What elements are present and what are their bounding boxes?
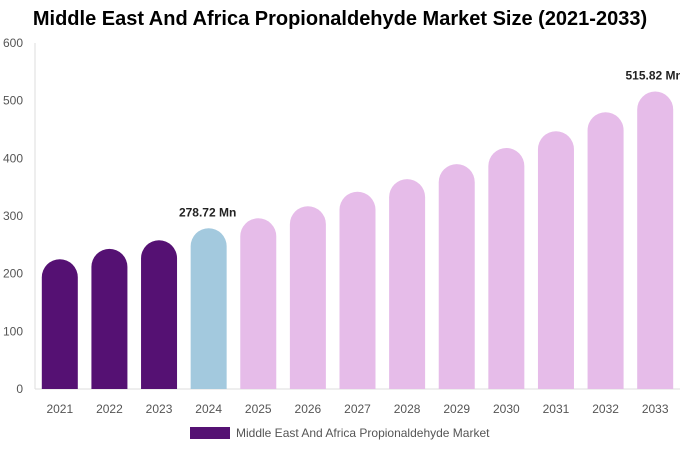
x-tick-label: 2031 — [543, 402, 570, 416]
bar-2029 — [438, 164, 475, 389]
x-tick-label: 2025 — [245, 402, 272, 416]
x-tick-label: 2032 — [592, 402, 619, 416]
x-tick-label: 2024 — [195, 402, 222, 416]
bar-2032 — [587, 112, 624, 389]
x-tick-label: 2029 — [443, 402, 470, 416]
legend-swatch — [190, 427, 230, 439]
y-tick-label: 300 — [3, 209, 23, 223]
data-label: 515.82 Mn — [626, 69, 680, 83]
bar-2033 — [637, 91, 674, 390]
y-tick-label: 400 — [3, 151, 23, 165]
x-tick-label: 2022 — [96, 402, 123, 416]
y-tick-label: 0 — [16, 382, 23, 396]
bar-2021 — [41, 259, 78, 389]
bar-2028 — [389, 179, 426, 389]
x-tick-label: 2028 — [394, 402, 421, 416]
data-label: 278.72 Mn — [179, 205, 236, 219]
y-tick-label: 100 — [3, 324, 23, 338]
x-tick-label: 2026 — [295, 402, 322, 416]
bar-2031 — [537, 131, 574, 390]
bar-2026 — [289, 206, 326, 389]
y-tick-label: 500 — [3, 94, 23, 108]
bar-2025 — [240, 218, 277, 389]
legend-label: Middle East And Africa Propionaldehyde M… — [236, 426, 490, 440]
x-tick-label: 2033 — [642, 402, 669, 416]
x-tick-label: 2027 — [344, 402, 371, 416]
legend: Middle East And Africa Propionaldehyde M… — [190, 426, 489, 440]
bar-2022 — [91, 248, 128, 389]
x-tick-label: 2023 — [146, 402, 173, 416]
bar-2030 — [488, 147, 525, 389]
y-tick-label: 200 — [3, 267, 23, 281]
x-tick-label: 2030 — [493, 402, 520, 416]
x-tick-label: 2021 — [46, 402, 73, 416]
y-tick-label: 600 — [3, 36, 23, 50]
bar-2024 — [190, 228, 227, 389]
chart-title: Middle East And Africa Propionaldehyde M… — [32, 8, 648, 30]
bar-2027 — [339, 191, 376, 389]
bar-2023 — [141, 240, 178, 389]
